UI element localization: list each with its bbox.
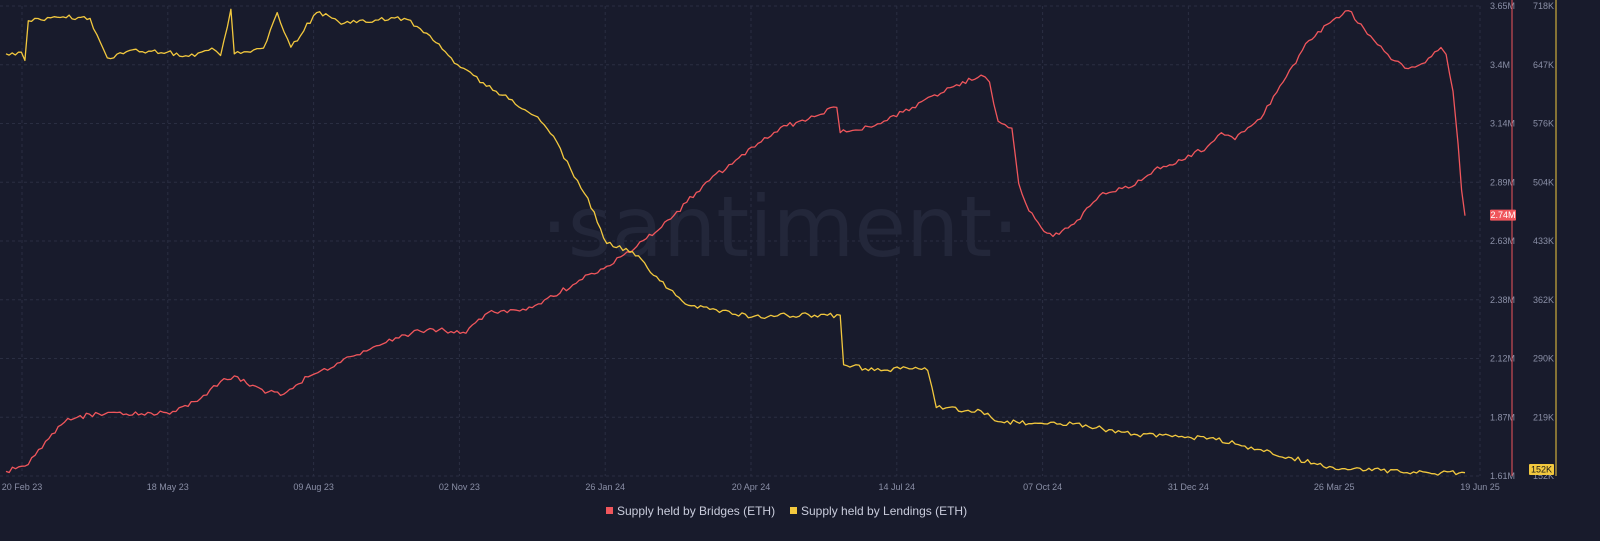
y-right-tick-label: 647K <box>1533 60 1554 70</box>
y-left-tick-label: 2.12M <box>1490 354 1515 364</box>
y-left-tick-label: 3.4M <box>1490 60 1510 70</box>
x-tick-label: 02 Nov 23 <box>439 482 480 492</box>
series-lines <box>5 8 1466 476</box>
y-left-tick-label: 1.61M <box>1490 471 1515 481</box>
lendings-last-value-badge <box>1529 464 1554 475</box>
x-tick-label: 14 Jul 24 <box>879 482 916 492</box>
bridges-series-line <box>5 9 1466 474</box>
x-tick-label: 31 Dec 24 <box>1168 482 1209 492</box>
bridges-last-value-label: 2.74M <box>1490 210 1515 220</box>
y-left-tick-label: 2.63M <box>1490 236 1515 246</box>
y-left-tick-label: 2.38M <box>1490 295 1515 305</box>
y-left-tick-label: 3.14M <box>1490 119 1515 129</box>
y-left-tick-label: 3.65M <box>1490 1 1515 11</box>
y-left-tick-label: 2.89M <box>1490 177 1515 187</box>
y-right-tick-label: 718K <box>1533 1 1554 11</box>
x-tick-label: 19 Jun 25 <box>1460 482 1500 492</box>
y-right-tick-label: 290K <box>1533 354 1554 364</box>
x-tick-label: 20 Apr 24 <box>732 482 771 492</box>
x-tick-label: 26 Mar 25 <box>1314 482 1355 492</box>
axes: 3.65M 3.4M 3.14M 2.89M 2.63M 2.38M 2.12M 1.87M 1… <box>2 0 1557 492</box>
x-tick-label: 18 May 23 <box>147 482 189 492</box>
bridges-last-value-badge <box>1490 209 1516 221</box>
y-right-tick-label: 152K <box>1533 471 1554 481</box>
legend-swatch-lendings <box>790 507 797 514</box>
legend: Supply held by Bridges (ETH) Supply held … <box>606 504 967 518</box>
y-right-tick-label: 362K <box>1533 295 1554 305</box>
y-right-tick-label: 219K <box>1533 412 1554 422</box>
watermark-text: ·santiment· <box>541 178 1019 276</box>
grid <box>0 5 1482 477</box>
y-right-tick-label: 576K <box>1533 119 1554 129</box>
legend-label-lendings: Supply held by Lendings (ETH) <box>801 504 967 518</box>
x-tick-label: 26 Jan 24 <box>585 482 625 492</box>
lendings-last-value-label: 152K <box>1531 465 1552 475</box>
y-right-tick-label: 433K <box>1533 236 1554 246</box>
lendings-series-line <box>5 8 1466 476</box>
legend-label-bridges: Supply held by Bridges (ETH) <box>617 504 775 518</box>
y-left-tick-label: 1.87M <box>1490 412 1515 422</box>
legend-swatch-bridges <box>606 507 613 514</box>
x-tick-label: 09 Aug 23 <box>293 482 334 492</box>
x-tick-label: 07 Oct 24 <box>1023 482 1062 492</box>
y-right-tick-label: 504K <box>1533 177 1554 187</box>
last-value-badges: 2.74M 152K <box>1490 209 1554 475</box>
x-tick-label: 20 Feb 23 <box>2 482 43 492</box>
